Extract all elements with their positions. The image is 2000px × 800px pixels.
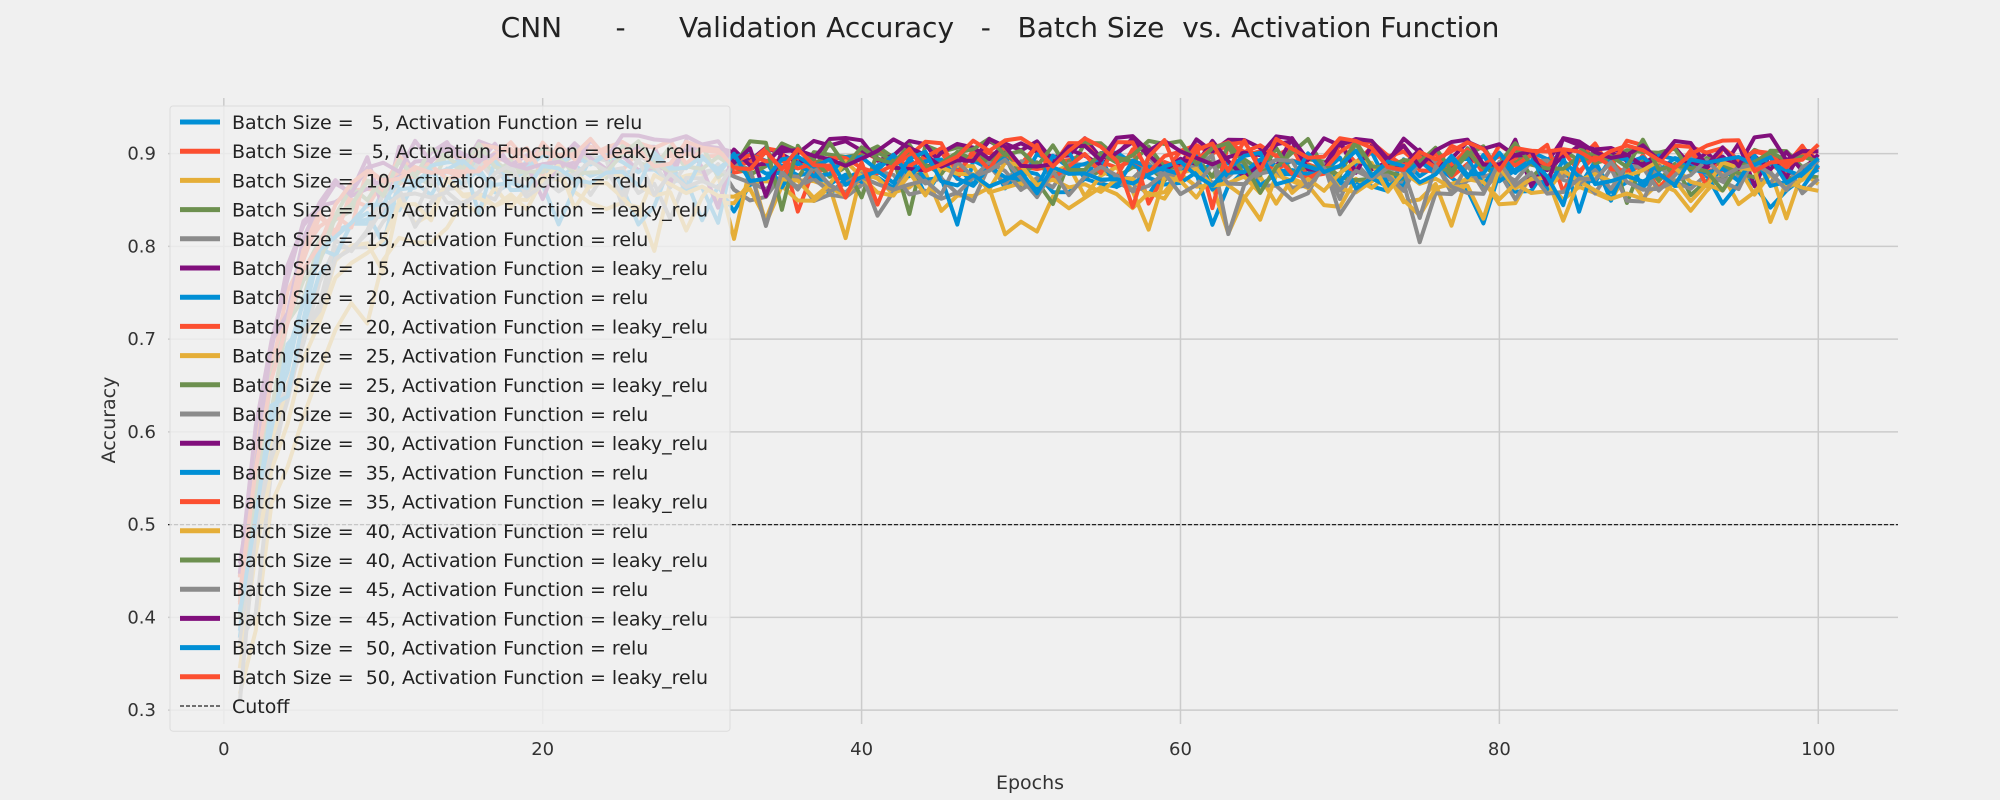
y-tick-labels: 0.3 0.4 0.5 0.6 0.7 0.8 0.9 (127, 144, 156, 721)
legend-item: Batch Size = 10, Activation Function = r… (180, 170, 648, 192)
legend-label: Batch Size = 50, Activation Function = l… (232, 667, 708, 689)
x-tick-label: 0 (218, 739, 229, 760)
legend-label: Batch Size = 25, Activation Function = r… (232, 346, 648, 368)
legend-item: Batch Size = 20, Activation Function = r… (180, 287, 648, 309)
legend-label: Batch Size = 50, Activation Function = r… (232, 638, 648, 660)
x-tick-label: 80 (1488, 739, 1511, 760)
y-tick-label: 0.5 (127, 515, 156, 536)
legend-label: Batch Size = 20, Activation Function = r… (232, 287, 648, 309)
legend-item: Batch Size = 15, Activation Function = l… (180, 258, 708, 280)
y-axis-label: Accuracy (98, 377, 120, 464)
legend-label: Batch Size = 40, Activation Function = r… (232, 521, 648, 543)
legend-item: Batch Size = 10, Activation Function = l… (180, 200, 708, 222)
x-tick-label: 100 (1801, 739, 1835, 760)
legend-item: Batch Size = 35, Activation Function = r… (180, 462, 648, 484)
legend-label: Batch Size = 45, Activation Function = r… (232, 579, 648, 601)
legend-item: Batch Size = 5, Activation Function = le… (180, 141, 702, 163)
legend-label: Batch Size = 20, Activation Function = l… (232, 316, 708, 338)
y-tick-label: 0.8 (127, 236, 156, 257)
x-axis-label: Epochs (996, 772, 1064, 794)
legend-item: Batch Size = 45, Activation Function = r… (180, 579, 648, 601)
legend-item: Batch Size = 25, Activation Function = r… (180, 346, 648, 368)
legend-item: Batch Size = 45, Activation Function = l… (180, 608, 708, 630)
legend-label: Batch Size = 15, Activation Function = l… (232, 258, 708, 280)
legend-label: Batch Size = 5, Activation Function = le… (232, 141, 702, 163)
chart-title: CNN - Validation Accuracy - Batch Size v… (501, 11, 1500, 44)
legend-label: Batch Size = 40, Activation Function = l… (232, 550, 708, 572)
y-tick-label: 0.7 (127, 329, 156, 350)
legend-item: Batch Size = 50, Activation Function = l… (180, 667, 708, 689)
x-tick-label: 20 (531, 739, 554, 760)
legend-item: Batch Size = 30, Activation Function = r… (180, 404, 648, 426)
y-tick-label: 0.9 (127, 144, 156, 165)
x-tick-labels: 0 20 40 60 80 100 (218, 739, 1835, 760)
legend-label-cutoff: Cutoff (232, 696, 290, 718)
legend-label: Batch Size = 10, Activation Function = r… (232, 170, 648, 192)
x-tick-label: 60 (1169, 739, 1192, 760)
legend-label: Batch Size = 35, Activation Function = l… (232, 492, 708, 514)
y-tick-label: 0.4 (127, 607, 156, 628)
legend-label: Batch Size = 5, Activation Function = re… (232, 112, 642, 134)
legend-item: Batch Size = 40, Activation Function = l… (180, 550, 708, 572)
legend-label: Batch Size = 25, Activation Function = l… (232, 375, 708, 397)
legend-item: Batch Size = 5, Activation Function = re… (180, 112, 642, 134)
legend-label: Batch Size = 30, Activation Function = l… (232, 433, 708, 455)
legend-item-cutoff: Cutoff (180, 696, 290, 718)
y-tick-label: 0.3 (127, 700, 156, 721)
legend-item: Batch Size = 15, Activation Function = r… (180, 229, 648, 251)
legend-label: Batch Size = 30, Activation Function = r… (232, 404, 648, 426)
legend-label: Batch Size = 35, Activation Function = r… (232, 462, 648, 484)
legend-item: Batch Size = 35, Activation Function = l… (180, 492, 708, 514)
legend-label: Batch Size = 45, Activation Function = l… (232, 608, 708, 630)
legend-label: Batch Size = 10, Activation Function = l… (232, 200, 708, 222)
legend-item: Batch Size = 25, Activation Function = l… (180, 375, 708, 397)
legend-item: Batch Size = 50, Activation Function = r… (180, 638, 648, 660)
legend-label: Batch Size = 15, Activation Function = r… (232, 229, 648, 251)
x-tick-label: 40 (850, 739, 873, 760)
legend-item: Batch Size = 20, Activation Function = l… (180, 316, 708, 338)
y-tick-label: 0.6 (127, 422, 156, 443)
legend: Batch Size = 5, Activation Function = re… (169, 105, 731, 732)
legend-item: Batch Size = 40, Activation Function = r… (180, 521, 648, 543)
legend-box (169, 105, 731, 732)
legend-item: Batch Size = 30, Activation Function = l… (180, 433, 708, 455)
